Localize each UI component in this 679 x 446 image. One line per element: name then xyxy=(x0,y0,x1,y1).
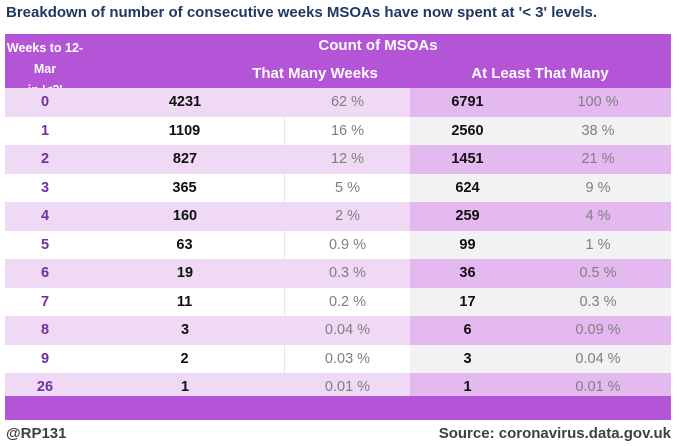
at-least-band xyxy=(410,145,671,174)
that-many-weeks-header: That Many Weeks xyxy=(252,65,378,82)
weeks-cell: 9 xyxy=(40,350,50,367)
that-many-percent-cell: 0.01 % xyxy=(324,379,371,396)
weeks-cell: 2 xyxy=(40,151,50,168)
weeks-cell: 26 xyxy=(36,379,54,396)
at-least-band xyxy=(410,230,671,259)
table-row: 1 1109 16 % 2560 38 % xyxy=(5,116,671,145)
at-least-count-cell: 99 xyxy=(459,236,476,253)
that-many-percent-cell: 0.04 % xyxy=(324,322,371,339)
at-least-band xyxy=(410,344,671,373)
at-least-percent-cell: 9 % xyxy=(585,179,611,196)
msoa-weeks-table: Weeks to 12-Mar in '<3' category Count o… xyxy=(5,34,671,402)
at-least-count-cell: 259 xyxy=(455,208,480,225)
count-header: Count of MSOAs xyxy=(318,37,438,54)
that-many-count-cell: 365 xyxy=(85,173,285,202)
at-least-band xyxy=(410,316,671,345)
that-many-percent-cell: 12 % xyxy=(330,151,365,168)
that-many-count-cell: 63 xyxy=(85,230,285,259)
table-header: Weeks to 12-Mar in '<3' category Count o… xyxy=(5,34,671,118)
at-least-count-cell: 6 xyxy=(463,322,472,339)
that-many-percent-cell: 5 % xyxy=(335,179,360,196)
at-least-percent-cell: 0.04 % xyxy=(575,350,621,367)
at-least-count-cell: 3 xyxy=(463,350,472,367)
weeks-cell: 3 xyxy=(40,179,50,196)
that-many-count-cell: 3 xyxy=(180,322,190,339)
at-least-count-cell: 1451 xyxy=(451,151,484,168)
that-many-count-cell: 1 xyxy=(180,379,190,396)
at-least-percent-cell: 0.01 % xyxy=(575,379,621,396)
at-least-percent-cell: 100 % xyxy=(577,94,619,111)
source-credit: Source: coronavirus.data.gov.uk xyxy=(438,425,671,442)
page-title: Breakdown of number of consecutive weeks… xyxy=(6,4,598,21)
table-row: 7 11 0.2 % 17 0.3 % xyxy=(5,287,671,316)
at-least-count-cell: 2560 xyxy=(451,122,484,139)
table-row: 5 63 0.9 % 99 1 % xyxy=(5,230,671,259)
table-row: 8 3 0.04 % 6 0.09 % xyxy=(5,316,671,345)
weeks-cell: 6 xyxy=(40,265,50,282)
that-many-percent-cell: 2 % xyxy=(335,208,360,225)
at-least-count-cell: 17 xyxy=(459,293,476,310)
weeks-cell: 0 xyxy=(40,94,50,111)
that-many-percent-cell: 0.9 % xyxy=(328,236,367,253)
at-least-percent-cell: 38 % xyxy=(581,122,615,139)
at-least-band xyxy=(410,202,671,231)
at-least-count-cell: 1 xyxy=(463,379,472,396)
table-row: 4 160 2 % 259 4 % xyxy=(5,202,671,231)
table-row: 3 365 5 % 624 9 % xyxy=(5,173,671,202)
that-many-percent-cell: 0.2 % xyxy=(328,293,367,310)
at-least-count-cell: 624 xyxy=(455,179,480,196)
that-many-percent-cell: 62 % xyxy=(330,94,365,111)
that-many-count-cell: 19 xyxy=(176,265,194,282)
that-many-percent-cell: 0.03 % xyxy=(324,350,371,367)
at-least-band xyxy=(410,116,671,145)
at-least-percent-cell: 4 % xyxy=(585,208,611,225)
table-body: 0 4231 62 % 6791 100 % 1 1109 16 % 2560 38 % 2 827 1… xyxy=(5,88,671,402)
that-many-count-cell: 827 xyxy=(172,151,198,168)
at-least-percent-cell: 0.3 % xyxy=(579,293,617,310)
table-row: 2 827 12 % 1451 21 % xyxy=(5,145,671,174)
at-least-percent-cell: 21 % xyxy=(581,151,615,168)
that-many-count-cell: 1109 xyxy=(85,116,285,145)
table-row: 6 19 0.3 % 36 0.5 % xyxy=(5,259,671,288)
at-least-count-cell: 36 xyxy=(459,265,476,282)
table-row: 0 4231 62 % 6791 100 % xyxy=(5,88,671,117)
at-least-that-many-header: At Least That Many xyxy=(471,65,609,82)
that-many-percent-cell: 16 % xyxy=(330,122,365,139)
table-row: 9 2 0.03 % 3 0.04 % xyxy=(5,344,671,373)
at-least-band xyxy=(410,173,671,202)
weeks-cell: 8 xyxy=(40,322,50,339)
weeks-cell: 4 xyxy=(40,208,50,225)
at-least-count-cell: 6791 xyxy=(451,94,484,111)
at-least-band xyxy=(410,259,671,288)
author-handle: @RP131 xyxy=(6,425,67,442)
at-least-percent-cell: 0.09 % xyxy=(575,322,621,339)
weeks-cell: 1 xyxy=(40,122,50,139)
that-many-count-cell: 11 xyxy=(85,287,285,316)
weeks-cell: 5 xyxy=(40,236,50,253)
that-many-count-cell: 160 xyxy=(172,208,198,225)
at-least-percent-cell: 0.5 % xyxy=(579,265,617,282)
that-many-count-cell: 2 xyxy=(85,344,285,373)
at-least-percent-cell: 1 % xyxy=(585,236,611,253)
footer-bar xyxy=(5,396,671,420)
that-many-count-cell: 4231 xyxy=(168,94,202,111)
that-many-percent-cell: 0.3 % xyxy=(328,265,367,282)
weeks-header-line1: Weeks to 12-Mar xyxy=(6,41,84,76)
at-least-band xyxy=(410,88,671,117)
at-least-band xyxy=(410,287,671,316)
weeks-cell: 7 xyxy=(40,293,50,310)
